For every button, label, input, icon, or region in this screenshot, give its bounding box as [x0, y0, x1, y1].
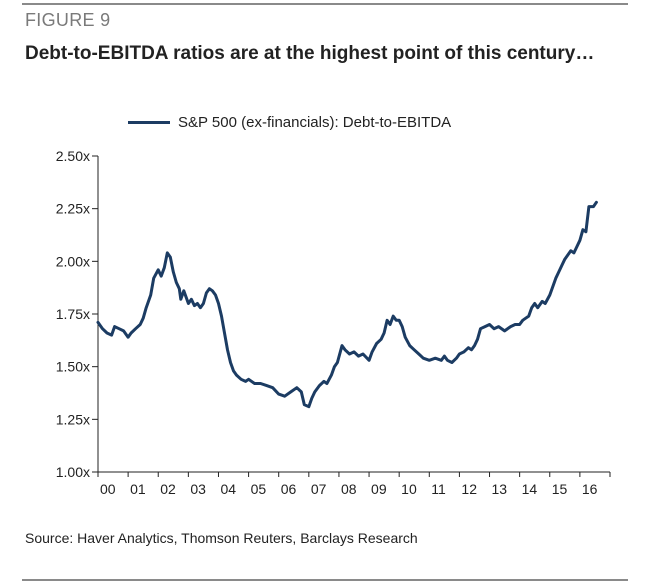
x-tick-label: 07 — [311, 481, 327, 497]
y-tick-label: 1.00x — [56, 464, 90, 480]
legend-label: S&P 500 (ex-financials): Debt-to-EBITDA — [178, 114, 452, 131]
y-tick-label: 2.25x — [56, 201, 90, 217]
chart-axes — [97, 156, 610, 473]
chart-title: Debt-to-EBITDA ratios are at the highest… — [25, 43, 595, 64]
y-axis-ticks: 1.00x 1.25x 1.50x 1.75x 2.00x 2.25x 2.50x — [56, 148, 98, 480]
x-tick-label: 13 — [492, 481, 508, 497]
x-tick-label: 10 — [401, 481, 417, 497]
x-tick-label: 08 — [341, 481, 357, 497]
bottom-rule — [22, 579, 628, 581]
x-tick-label: 16 — [582, 481, 598, 497]
chart-legend: S&P 500 (ex-financials): Debt-to-EBITDA — [128, 114, 451, 131]
y-tick-label: 1.75x — [56, 306, 90, 322]
x-tick-label: 02 — [160, 481, 176, 497]
y-tick-label: 2.50x — [56, 148, 90, 164]
x-axis-ticks: 00 01 02 03 04 05 06 07 08 09 10 11 12 13 14 15 16 — [97, 472, 611, 497]
x-tick-label: 11 — [431, 481, 446, 497]
x-tick-label: 05 — [251, 481, 267, 497]
x-tick-label: 00 — [100, 481, 116, 497]
x-tick-label: 12 — [461, 481, 477, 497]
legend-swatch — [128, 121, 170, 124]
line-chart: 1.00x 1.25x 1.50x 1.75x 2.00x 2.25x 2.50x 00 01… — [56, 148, 611, 497]
y-tick-label: 2.00x — [56, 253, 90, 269]
y-tick-label: 1.25x — [56, 411, 90, 427]
x-tick-label: 15 — [552, 481, 568, 497]
x-tick-label: 01 — [130, 481, 146, 497]
x-tick-label: 03 — [190, 481, 206, 497]
x-tick-label: 04 — [220, 481, 236, 497]
top-rule — [22, 3, 628, 5]
x-tick-label: 06 — [281, 481, 297, 497]
y-tick-label: 1.50x — [56, 359, 90, 375]
figure-label: FIGURE 9 — [25, 10, 111, 30]
source-note: Source: Haver Analytics, Thomson Reuters… — [25, 530, 418, 546]
x-tick-label: 09 — [371, 481, 387, 497]
x-tick-label: 14 — [522, 481, 538, 497]
series-line-0 — [96, 200, 598, 409]
chart-series — [96, 200, 598, 409]
